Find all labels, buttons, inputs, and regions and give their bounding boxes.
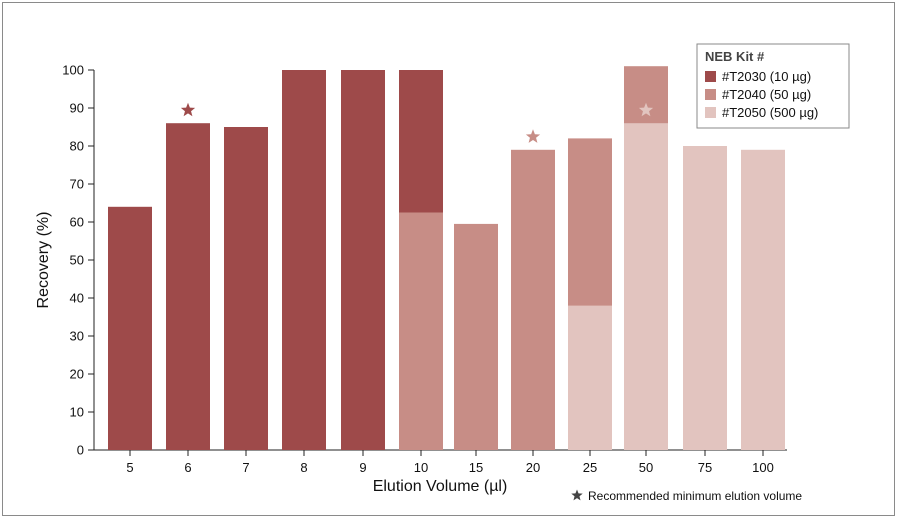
y-tick-label: 50 bbox=[70, 253, 84, 268]
star-icon bbox=[180, 102, 196, 117]
y-tick-label: 90 bbox=[70, 101, 84, 116]
recommended-markers bbox=[180, 102, 654, 143]
x-tick-label: 7 bbox=[242, 460, 249, 475]
y-tick-label: 80 bbox=[70, 139, 84, 154]
bar-series-1 bbox=[166, 123, 210, 450]
bar-series-2 bbox=[511, 149, 555, 451]
y-tick-label: 30 bbox=[70, 329, 84, 344]
x-tick-label: 20 bbox=[526, 460, 540, 475]
star-icon bbox=[571, 489, 583, 501]
bar-series-1 bbox=[108, 206, 152, 450]
legend-swatch bbox=[705, 71, 716, 82]
star-icon bbox=[525, 129, 541, 143]
x-tick-label: 25 bbox=[583, 460, 597, 475]
bar-series-3 bbox=[683, 146, 727, 450]
bar-series-2 bbox=[399, 212, 443, 450]
legend-swatch bbox=[705, 107, 716, 118]
bar-series-1 bbox=[282, 70, 326, 450]
x-tick-label: 5 bbox=[126, 460, 133, 475]
bar-series-1 bbox=[224, 127, 268, 450]
bar-series-3 bbox=[568, 305, 612, 450]
x-tick-label: 6 bbox=[184, 460, 191, 475]
bar-series-3 bbox=[741, 149, 785, 451]
legend-swatch bbox=[705, 89, 716, 100]
x-tick-label: 8 bbox=[300, 460, 307, 475]
y-tick-label: 100 bbox=[62, 63, 84, 78]
y-tick-label: 60 bbox=[70, 215, 84, 230]
legend-box bbox=[696, 43, 850, 129]
y-tick-label: 70 bbox=[70, 177, 84, 192]
y-axis-title: Recovery (%) bbox=[35, 212, 52, 309]
legend-label: #T2050 (500 µg) bbox=[722, 105, 818, 120]
y-tick-labels: 0 10 20 30 40 50 60 70 80 90 100 bbox=[62, 63, 94, 458]
legend-title: NEB Kit # bbox=[705, 49, 765, 64]
y-tick-label: 0 bbox=[77, 443, 84, 458]
x-tick-labels: 5 6 7 8 9 10 15 20 25 50 75 100 bbox=[126, 450, 774, 475]
x-tick-label: 9 bbox=[359, 460, 366, 475]
x-tick-label: 50 bbox=[639, 460, 653, 475]
bar-series-1 bbox=[341, 70, 385, 450]
x-axis-title: Elution Volume (µl) bbox=[373, 478, 508, 495]
legend: NEB Kit # #T2030 (10 µg) #T2040 (50 µg) #T… bbox=[696, 43, 850, 129]
legend-label: #T2030 (10 µg) bbox=[722, 69, 811, 84]
x-tick-label: 10 bbox=[414, 460, 428, 475]
footnote-text: Recommended minimum elution volume bbox=[588, 489, 802, 503]
bar-series-3 bbox=[624, 123, 668, 450]
y-tick-label: 10 bbox=[70, 405, 84, 420]
y-tick-label: 20 bbox=[70, 367, 84, 382]
x-tick-label: 75 bbox=[698, 460, 712, 475]
legend-label: #T2040 (50 µg) bbox=[722, 87, 811, 102]
x-tick-label: 15 bbox=[469, 460, 483, 475]
footnote: Recommended minimum elution volume bbox=[571, 489, 802, 503]
star-icon bbox=[638, 102, 654, 117]
bar-series-2 bbox=[454, 223, 498, 450]
x-tick-label: 100 bbox=[752, 460, 774, 475]
y-tick-label: 40 bbox=[70, 291, 84, 306]
bars bbox=[108, 66, 785, 451]
